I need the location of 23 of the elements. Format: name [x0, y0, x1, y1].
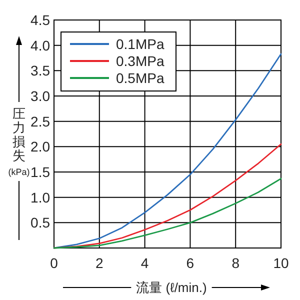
y-tick-label: 1.0 [30, 189, 50, 206]
y-axis-title: 圧力損失(kPa) [8, 106, 30, 177]
y-tick-label: 1.5 [30, 164, 50, 180]
line-series [53, 178, 282, 249]
legend-label: 0.3MPa [116, 53, 164, 69]
y-tick-label: 2.5 [30, 113, 50, 130]
y-tick-label: 4.5 [30, 12, 50, 28]
x-tick-label: 4 [140, 255, 149, 271]
y-tick-label: 0.5 [30, 214, 50, 231]
legend-label: 0.5MPa [116, 70, 164, 86]
line-series [53, 53, 282, 249]
y-tick-label: 3.0 [30, 88, 50, 104]
y-tick-label: 4.0 [30, 37, 50, 54]
legend-label: 0.1MPa [116, 36, 164, 52]
y-tick-label: 3.5 [30, 62, 50, 79]
x-tick-label: 6 [186, 255, 194, 271]
x-axis-title: 流量 (ℓ/min.) [136, 280, 207, 295]
line-series [53, 143, 282, 249]
y-tick-label: 2.0 [30, 138, 50, 155]
x-tick-label: 0 [50, 255, 58, 271]
x-tick-label: 8 [232, 255, 240, 271]
x-tick-label: 10 [273, 255, 289, 271]
x-tick-label: 2 [96, 255, 104, 271]
